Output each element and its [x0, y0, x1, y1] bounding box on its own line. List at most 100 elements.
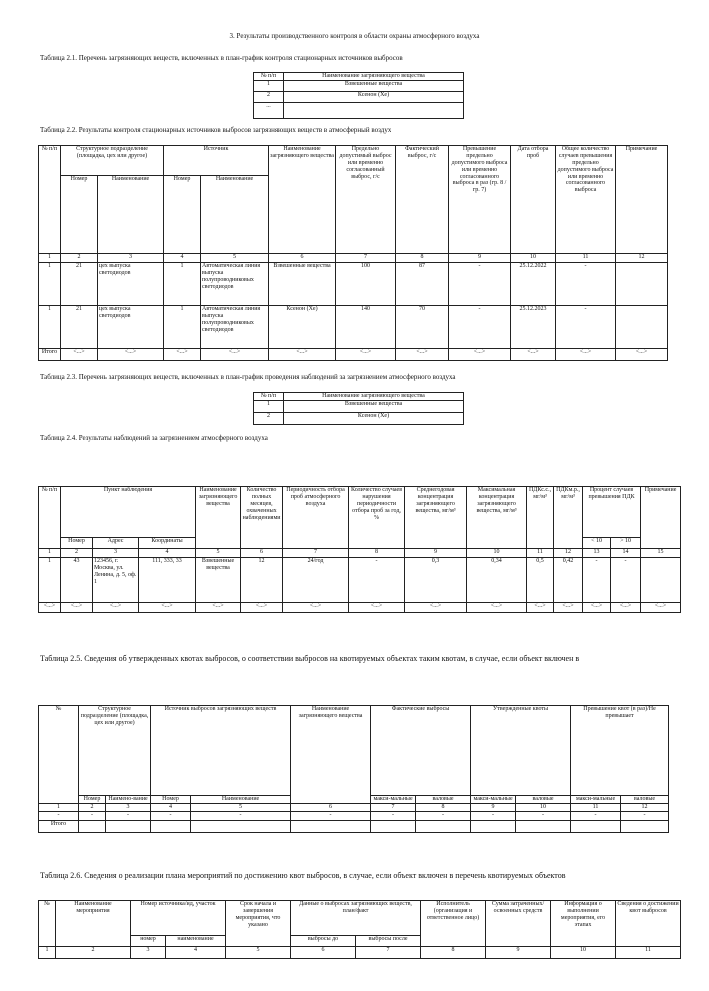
header-cell: Периодичность отбора проб атмосферного в… [282, 486, 350, 549]
table-caption: Таблица 2.5. Сведения об утвержденных кв… [40, 654, 580, 663]
header-cell: ПДКм.р., мг/м³ [553, 486, 584, 549]
table-cell: 1 [38, 557, 61, 603]
header-cell: Наименование загрязняющего вещества [268, 145, 337, 254]
header-cell: 10 [510, 253, 557, 263]
table-cell: <...> [582, 602, 612, 613]
table-cell: - [415, 811, 472, 821]
table-cell: Итого [38, 820, 79, 833]
header-cell: 6 [268, 253, 337, 263]
table-cell: <...> [96, 348, 165, 361]
table: № п/п Структурное подразделение (площадка… [38, 145, 669, 361]
header-cell: 4 [164, 946, 227, 959]
table-cell [640, 557, 682, 603]
header-cell: макси-мальные [370, 795, 417, 804]
table-cell: <...> [163, 348, 202, 361]
table-row: 1 2 3 4 5 6 7 8 9 10 11 [38, 946, 682, 959]
table: № п/п Пункт наблюдения Наименование загряз… [38, 486, 682, 613]
header-cell: Наименование загрязняющего вещества [195, 486, 242, 549]
header-cell: 3 [104, 803, 152, 812]
header-cell: 11 [526, 548, 555, 558]
table-cell: 43 [60, 557, 93, 603]
table-cell: <...> [448, 348, 512, 361]
table-cell: <...> [92, 602, 139, 613]
table-cell: <...> [526, 602, 555, 613]
header-cell: Наименование загрязняющего вещества [283, 72, 464, 81]
table-row: № п/п Наименование загрязняющего вещества [253, 72, 464, 81]
table-caption: Таблица 2.4. Результаты наблюдений за за… [40, 434, 268, 442]
header-cell: 9 [470, 803, 517, 812]
header-cell: Фактические выбросы [370, 705, 472, 796]
table-cell: 100 [335, 262, 397, 306]
data-table: № п/п Структурное подразделение (площадка… [38, 145, 669, 361]
header-cell: Номер [163, 175, 202, 254]
table-cell: 0,34 [466, 557, 528, 603]
table-row: ... [253, 102, 464, 119]
table-cell: - [610, 557, 642, 603]
table-cell: - [582, 557, 612, 603]
table-cell: 0,5 [526, 557, 555, 603]
table-cell: - [150, 811, 192, 821]
table-row: 1 21 цех выпуска светодиодов 1 Автоматическа… [38, 305, 669, 349]
table-cell: 12 [240, 557, 284, 603]
header-cell: 10 [550, 946, 617, 959]
table-cell: 25.12.2023 [510, 305, 557, 349]
table-cell: 1 [163, 305, 202, 349]
section-title: 3. Результаты производственного контроля… [229, 32, 480, 40]
table-cell: <...> [60, 348, 98, 361]
header-cell: Номер [150, 795, 192, 804]
table-cell [150, 820, 192, 833]
table-row: 1 2 3 4 5 6 7 8 9 10 11 12 [38, 803, 670, 812]
header-cell: Примечание [615, 145, 669, 254]
header-cell: 10 [466, 548, 528, 558]
header-cell: 7 [282, 548, 350, 558]
table-row: Номер Наименование Номер Наименование [39, 175, 668, 254]
table-cell [615, 262, 669, 306]
table-cell: Итого [38, 348, 61, 361]
table-cell [470, 820, 517, 833]
table-cell: Ксенон (Xe) [283, 412, 464, 425]
header-cell: Источник [163, 145, 270, 176]
data-table: № Наименование мероприятия Номер источника… [38, 900, 682, 959]
header-cell: 15 [640, 548, 682, 558]
header-cell: Количество полных месяцев, охваченных на… [240, 486, 284, 549]
table-cell: - [348, 557, 406, 603]
table-cell: 1 [38, 262, 61, 306]
header-cell: макси-мальные [570, 795, 622, 804]
table-cell: 87 [395, 262, 450, 306]
table-cell: 0,42 [553, 557, 584, 603]
header-cell: Информация о выполнении мероприятия, его… [550, 900, 617, 947]
table-cell: 1 [38, 305, 61, 349]
table-cell [190, 820, 292, 833]
table-cell: <...> [466, 602, 528, 613]
header-cell: Наименование мероприятия [55, 900, 131, 947]
header-cell: 9 [485, 946, 552, 959]
header-cell: 9 [448, 253, 512, 263]
header-cell: Сведения о достижении квот выбросов [615, 900, 682, 947]
header-cell: 10 [515, 803, 572, 812]
table-row: Итого [38, 820, 670, 833]
table-cell [78, 820, 106, 833]
table-cell [283, 102, 464, 119]
header-cell: Источник выбросов загрязняющих веществ [150, 705, 292, 796]
table-cell: Автоматическая линия выпуска полупроводн… [200, 305, 270, 349]
header-cell: 1 [38, 803, 79, 812]
table: № п/п Наименование загрязняющего вещества… [253, 72, 464, 119]
table-row: Итого <...> <...> <...> <...> <...> <...> <...>… [38, 348, 669, 361]
table-row: № п/п Структурное подразделение (площадка… [38, 145, 669, 254]
header-cell: Примечание [640, 486, 682, 549]
table-cell: <...> [553, 602, 584, 613]
header-cell: Максимальная концентрация загрязняющего … [466, 486, 528, 549]
table-cell: <...> [38, 602, 61, 613]
table-caption: Таблица 2.6. Сведения о реализации плана… [40, 871, 566, 880]
header-cell: Номер [60, 537, 93, 549]
table-cell: Взвешенные вещества [283, 80, 464, 92]
table-cell: <...> [195, 602, 242, 613]
table-cell: - [78, 811, 106, 821]
table-row: № п/п Наименование загрязняющего вещества [253, 392, 464, 401]
header-cell: 4 [163, 253, 202, 263]
header-cell: 12 [615, 253, 669, 263]
table-cell: 0,3 [404, 557, 468, 603]
header-cell: Сумма затраченных/освоенных средств [485, 900, 552, 947]
table-row: ------------ [38, 811, 670, 821]
header-cell: Наименование загрязняющего вещества [283, 392, 464, 401]
